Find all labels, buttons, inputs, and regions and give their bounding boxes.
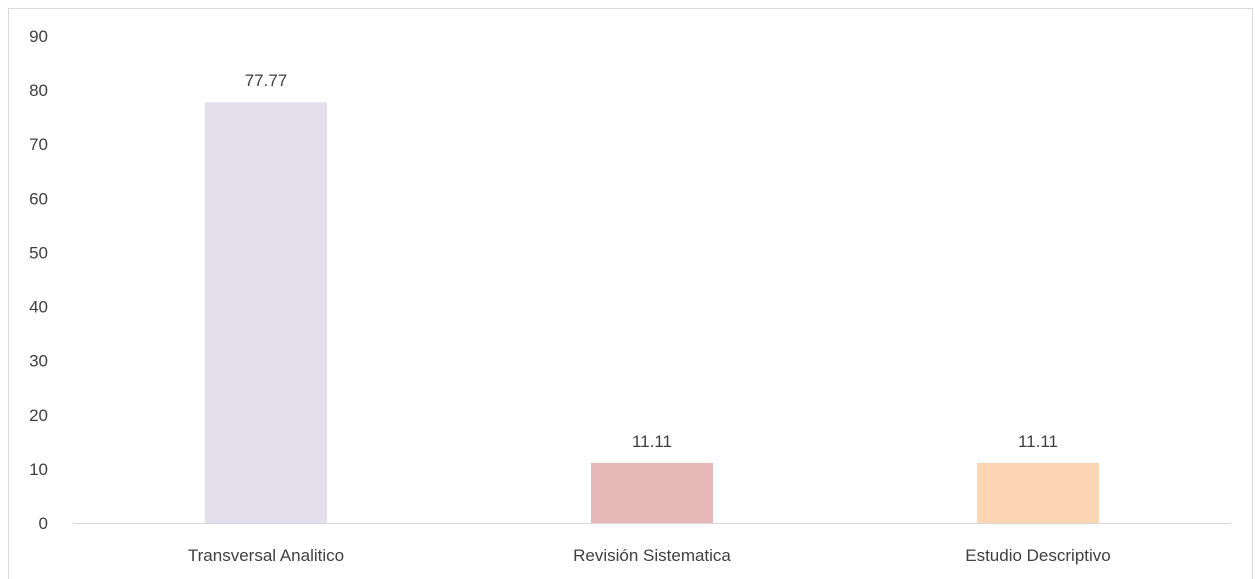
data-labels-group: 77.77 11.11 11.11 [245,71,1058,451]
y-tick-label-70: 70 [29,135,48,154]
bar-3 [977,462,1099,523]
y-axis-tick-labels: 0 10 20 30 40 50 60 70 80 90 [29,27,48,533]
y-tick-label-20: 20 [29,406,48,425]
chart-border [8,8,1253,579]
bar-2 [591,462,713,523]
y-tick-label-40: 40 [29,298,48,317]
data-label-3: 11.11 [1018,432,1058,451]
bars-group [205,102,1099,523]
data-label-2: 11.11 [632,432,672,451]
y-tick-label-10: 10 [29,460,48,479]
y-tick-label-90: 90 [29,27,48,46]
y-tick-label-80: 80 [29,81,48,100]
bar-1 [205,102,327,523]
y-tick-label-0: 0 [39,514,48,533]
y-tick-label-60: 60 [29,189,48,208]
x-axis-tick-labels: Transversal Analitico Revisión Sistematic… [188,546,1111,565]
y-tick-label-30: 30 [29,352,48,371]
x-tick-label-2: Revisión Sistematica [573,546,731,565]
y-tick-label-50: 50 [29,243,48,262]
x-tick-label-1: Transversal Analitico [188,546,344,565]
x-tick-label-3: Estudio Descriptivo [965,546,1111,565]
data-label-1: 77.77 [245,71,288,90]
